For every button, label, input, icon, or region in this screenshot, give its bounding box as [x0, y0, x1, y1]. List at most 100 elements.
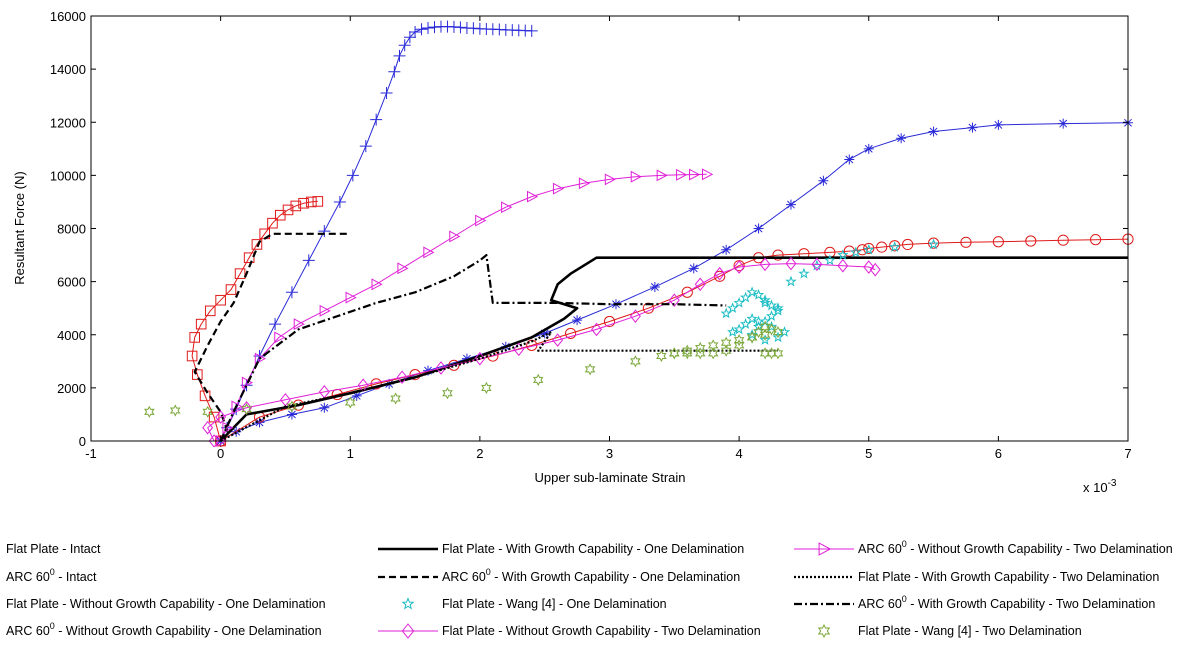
data-point	[746, 312, 758, 324]
data-point	[720, 344, 732, 357]
data-point	[992, 236, 1004, 248]
data-point	[824, 254, 836, 266]
data-point	[169, 404, 181, 417]
data-point	[630, 170, 642, 183]
data-point	[856, 244, 868, 256]
data-point	[539, 328, 550, 339]
data-point	[772, 249, 784, 261]
data-point	[967, 122, 978, 133]
x-axis-label: Upper sub-laminate Strain	[534, 470, 685, 485]
data-point	[380, 87, 393, 100]
data-point	[714, 266, 726, 281]
series-2	[215, 233, 1134, 447]
data-point	[759, 334, 771, 345]
legend-item: ARC 600 - Without Growth Capability - On…	[6, 621, 322, 638]
data-point	[572, 315, 583, 326]
data-point	[863, 243, 875, 255]
data-point	[274, 209, 286, 221]
data-point	[565, 327, 577, 340]
series-line	[193, 232, 351, 442]
data-point	[189, 332, 200, 343]
data-point	[243, 252, 255, 264]
x-axis-multiplier: x 10-3	[1083, 478, 1117, 495]
data-point	[403, 31, 416, 44]
data-point	[346, 169, 359, 182]
x-tick-label: 2	[476, 446, 483, 461]
data-point	[298, 197, 309, 209]
data-point	[630, 355, 641, 368]
legend-label: Flat Plate - With Growth Capability - Tw…	[858, 570, 1159, 584]
data-point	[759, 297, 771, 308]
data-point	[231, 400, 243, 413]
series-0	[215, 117, 1133, 446]
legend-item: Flat Plate - With Growth Capability - On…	[378, 542, 744, 556]
data-point	[759, 320, 771, 333]
legend: Flat Plate - Intact ARC 600 - Intact Flat …	[6, 539, 1173, 639]
data-point	[863, 260, 875, 274]
data-point	[282, 204, 294, 216]
data-point	[422, 21, 435, 34]
x-tick-label: 6	[995, 446, 1002, 461]
data-point	[676, 168, 688, 181]
series-1	[214, 20, 538, 447]
data-point	[397, 262, 409, 275]
data-point	[269, 318, 282, 331]
data-point	[285, 286, 298, 299]
legend-label: ARC 600 - Intact	[6, 567, 97, 584]
data-point	[896, 133, 907, 144]
data-point	[241, 376, 254, 389]
data-point	[753, 223, 764, 234]
data-point	[532, 373, 544, 386]
data-point	[837, 258, 849, 273]
data-point	[319, 304, 331, 317]
data-point	[733, 339, 745, 352]
data-point	[850, 246, 862, 258]
data-point	[785, 199, 796, 210]
data-point	[752, 288, 765, 300]
series-line	[220, 173, 707, 442]
data-point	[720, 307, 732, 319]
data-point	[993, 119, 1004, 130]
data-point	[390, 392, 401, 405]
data-point	[318, 225, 331, 238]
legend-item: ARC 600 - Intact	[6, 567, 97, 584]
data-point	[351, 390, 362, 401]
data-point	[578, 177, 591, 190]
legend-label: ARC 600 - With Growth Capability - One D…	[442, 567, 740, 584]
data-point	[345, 291, 357, 304]
data-point	[927, 238, 940, 250]
y-tick-label: 12000	[50, 115, 86, 130]
data-point	[447, 20, 460, 33]
y-axis-label: Resultant Force (N)	[12, 171, 27, 284]
data-point	[199, 390, 211, 402]
data-point	[765, 299, 778, 311]
data-point	[689, 168, 701, 181]
legend-label: Flat Plate - Without Growth Capability -…	[442, 624, 761, 638]
data-point	[759, 257, 771, 272]
x-tick-label: 1	[347, 446, 354, 461]
data-point	[409, 25, 422, 38]
data-point	[1058, 118, 1069, 129]
data-point	[656, 169, 668, 182]
data-point	[733, 296, 745, 308]
data-point	[694, 277, 706, 292]
series-9	[220, 331, 778, 442]
data-point	[241, 403, 252, 416]
data-point	[681, 347, 693, 360]
data-point	[290, 200, 302, 212]
y-tick-label: 10000	[50, 168, 86, 183]
legend-label: Flat Plate - Wang [4] - One Delamination	[442, 597, 667, 611]
data-point	[435, 361, 447, 375]
data-point	[357, 378, 369, 393]
x-tick-label: 7	[1124, 446, 1131, 461]
y-tick-label: 2000	[57, 381, 86, 396]
data-point	[1089, 234, 1102, 246]
data-point	[785, 275, 797, 287]
data-point	[669, 347, 680, 360]
data-point	[591, 322, 602, 337]
legend-marker	[401, 597, 415, 610]
data-point	[702, 168, 714, 181]
data-point	[681, 344, 693, 357]
data-point	[286, 409, 297, 420]
